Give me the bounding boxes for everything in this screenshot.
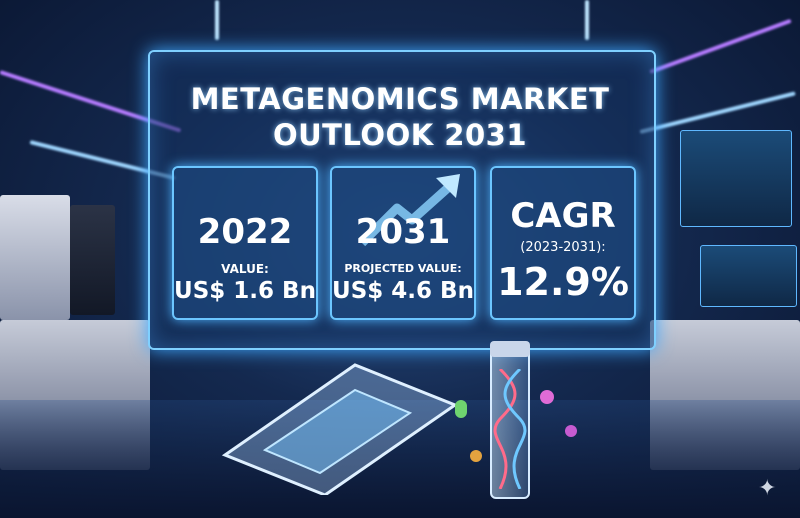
- card-year: 2031: [355, 212, 451, 252]
- microfluidic-chip: [221, 363, 459, 495]
- light-beam: [649, 18, 792, 74]
- card-2022-value: 2022 VALUE: US$ 1.6 Bn: [172, 166, 318, 320]
- card-value: US$ 4.6 Bn: [332, 278, 474, 304]
- microbe-icon: [455, 400, 467, 418]
- sparkle-icon: ✦: [758, 476, 777, 501]
- card-2031-projected: 2031 PROJECTED VALUE: US$ 4.6 Bn: [330, 166, 476, 320]
- page-subtitle: OUTLOOK 2031: [272, 118, 527, 152]
- page-title: METAGENOMICS MARKET: [190, 82, 610, 116]
- sample-vial: [490, 341, 530, 499]
- light-beam: [585, 0, 589, 40]
- card-value: US$ 1.6 Bn: [174, 278, 316, 304]
- vial-cap: [490, 341, 530, 357]
- microbe-icon: [565, 425, 577, 437]
- lab-instrument: [0, 195, 70, 320]
- light-beam: [215, 0, 219, 40]
- card-label: VALUE:: [221, 262, 269, 276]
- card-cagr: CAGR (2023-2031): 12.9%: [490, 166, 636, 320]
- cagr-heading: CAGR: [510, 196, 616, 236]
- light-beam: [639, 91, 796, 134]
- monitor: [700, 245, 797, 307]
- cagr-period: (2023-2031):: [520, 240, 606, 255]
- cagr-value: 12.9%: [497, 260, 629, 304]
- monitor: [680, 130, 792, 227]
- trend-arrow-up-icon: [358, 174, 460, 247]
- card-year: 2022: [197, 212, 293, 252]
- lab-instrument: [70, 205, 115, 315]
- card-label: PROJECTED VALUE:: [344, 262, 462, 275]
- microbe-icon: [540, 390, 554, 404]
- microbe-icon: [470, 450, 482, 462]
- dna-helix-icon: [493, 369, 527, 489]
